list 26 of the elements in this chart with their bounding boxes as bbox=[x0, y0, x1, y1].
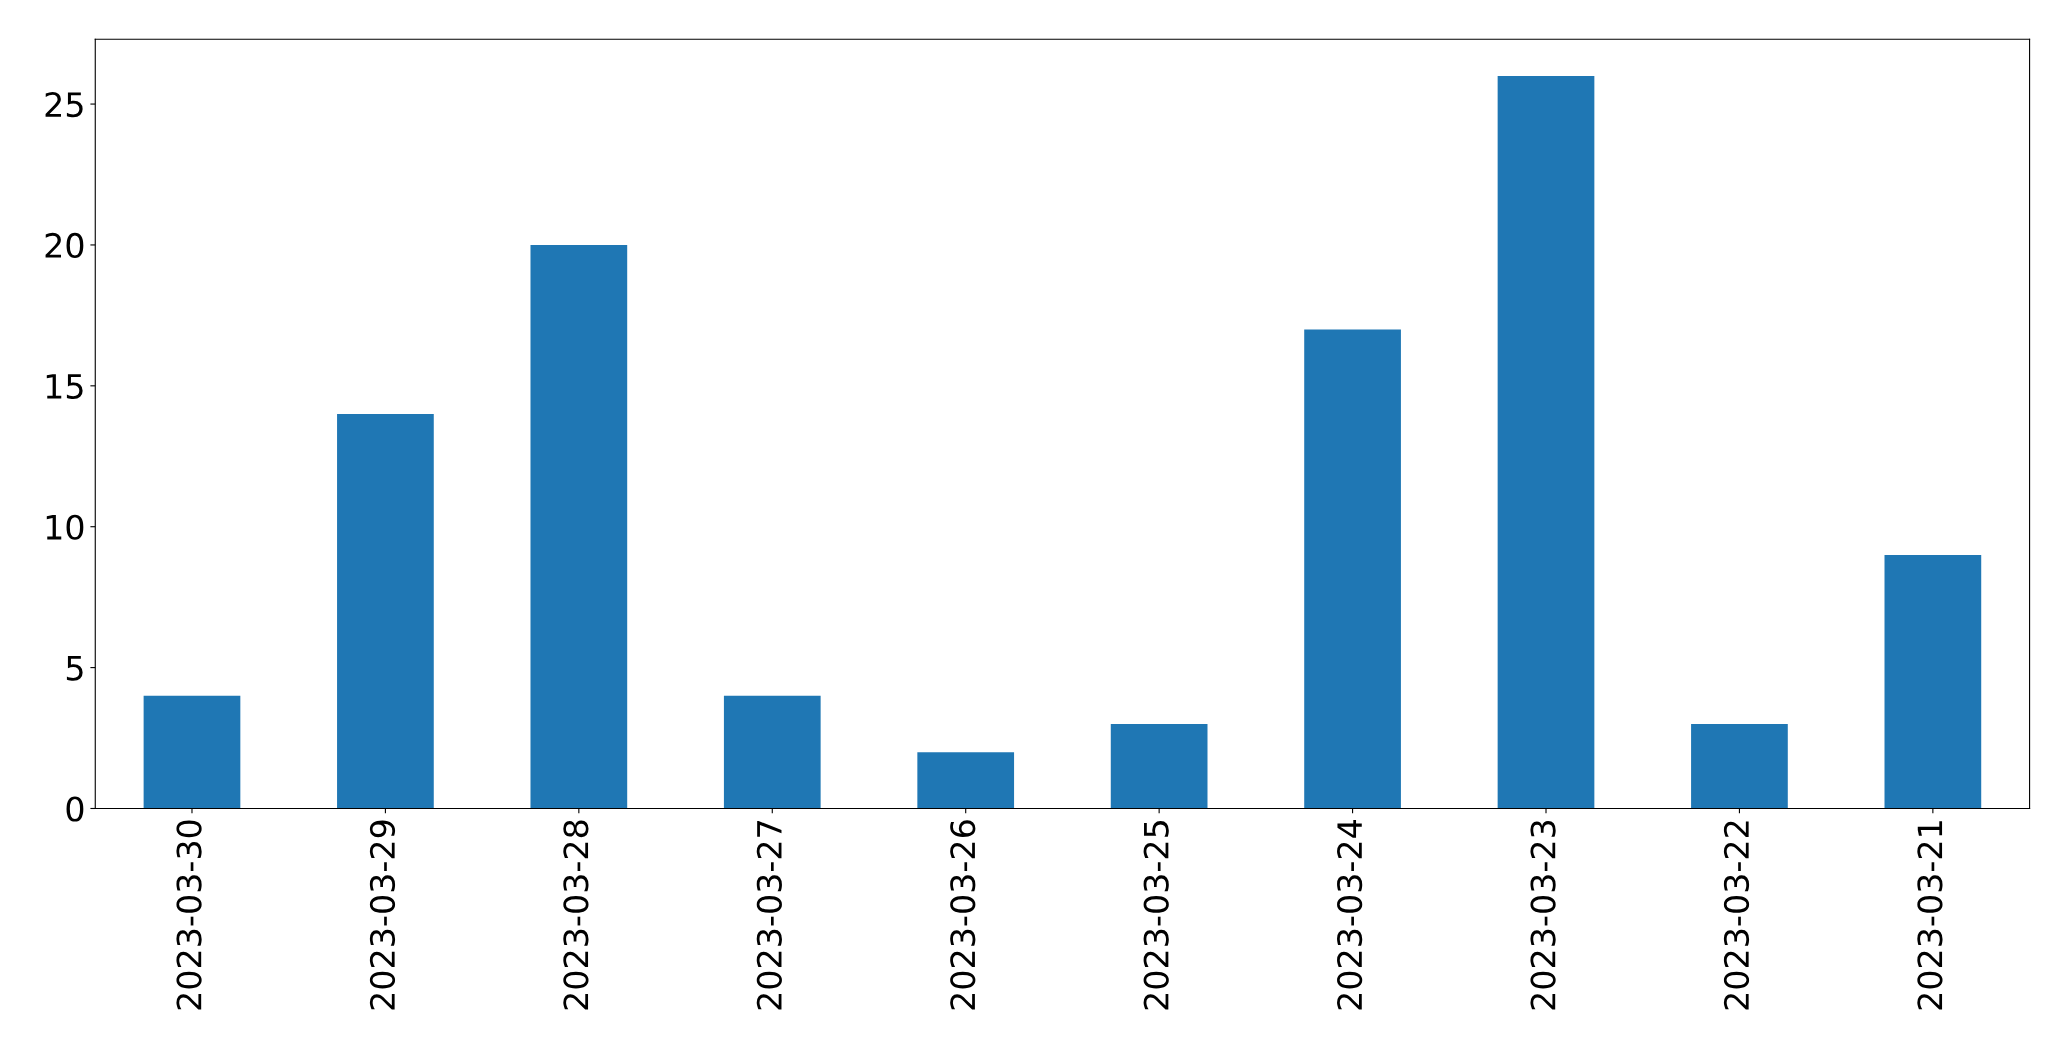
bar bbox=[1304, 329, 1401, 809]
x-tick-label: 2023-03-30 bbox=[176, 820, 202, 1010]
y-tick-label: 20 bbox=[45, 232, 84, 259]
y-tick-label: 5 bbox=[66, 655, 83, 681]
x-tick-label: 2023-03-26 bbox=[950, 820, 976, 1010]
x-tick-label: 2023-03-25 bbox=[1143, 821, 1169, 1010]
x-tick-label: 2023-03-29 bbox=[369, 820, 396, 1010]
bar bbox=[1110, 723, 1208, 809]
bar bbox=[143, 695, 241, 809]
x-tick-label: 2023-03-27 bbox=[756, 821, 782, 1010]
x-tick-label: 2023-03-24 bbox=[1337, 820, 1363, 1010]
y-tick-label: 0 bbox=[66, 796, 84, 822]
x-tick-label: 2023-03-28 bbox=[563, 820, 589, 1010]
bar bbox=[337, 414, 434, 809]
y-tick-label: 10 bbox=[46, 514, 84, 540]
bar bbox=[917, 752, 1015, 809]
bar bbox=[530, 244, 628, 809]
x-tick-label: 2023-03-22 bbox=[1723, 821, 1750, 1010]
bar bbox=[1884, 554, 1982, 809]
bar bbox=[1497, 75, 1595, 809]
x-tick-label: 2023-03-21 bbox=[1917, 821, 1943, 1010]
bar bbox=[723, 695, 821, 809]
y-tick-label: 25 bbox=[45, 91, 83, 118]
x-tick-label: 2023-03-23 bbox=[1530, 820, 1556, 1010]
bar bbox=[1691, 723, 1788, 809]
y-tick-label: 15 bbox=[46, 374, 83, 399]
